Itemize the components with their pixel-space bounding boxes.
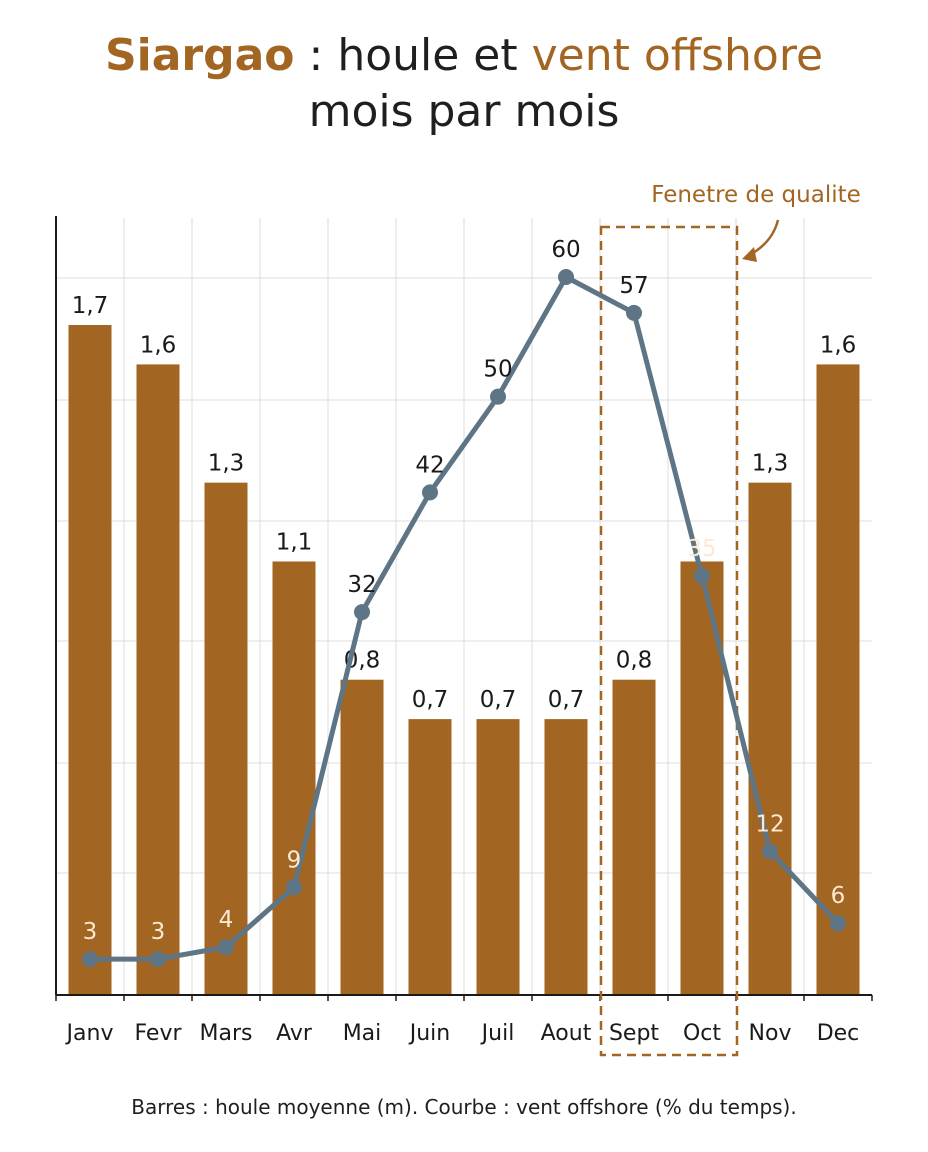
line-point-janv	[82, 951, 98, 968]
line-label-sept: 57	[619, 273, 648, 299]
line-label-mars: 4	[219, 907, 234, 933]
bar-label-nov: 1,3	[752, 451, 789, 477]
chart-title: Siargao : houle et vent offshore mois pa…	[0, 28, 928, 140]
line-label-juil: 50	[483, 357, 512, 383]
title-line-2: mois par mois	[308, 86, 620, 137]
line-point-oct	[694, 568, 710, 585]
bar-mars	[204, 482, 248, 995]
chart-caption: Barres : houle moyenne (m). Courbe : ven…	[131, 1095, 797, 1119]
x-tick-label-avr: Avr	[276, 1021, 313, 1046]
bar-label-janv: 1,7	[72, 293, 109, 319]
line-label-juin: 42	[415, 452, 444, 478]
line-point-avr	[286, 879, 302, 896]
x-tick-label-janv: Janv	[65, 1021, 114, 1046]
bar-juin	[408, 719, 452, 995]
x-tick-label-mars: Mars	[200, 1021, 253, 1046]
bar-sept	[612, 679, 656, 995]
title-middle: : houle et	[294, 30, 532, 81]
bar-label-mars: 1,3	[208, 451, 245, 477]
bar-nov	[748, 482, 792, 995]
x-tick-label-aout: Aout	[541, 1021, 592, 1046]
line-point-fevr	[150, 951, 166, 968]
quality-window-arrowhead	[742, 247, 757, 262]
bar-label-dec: 1,6	[820, 332, 857, 358]
x-tick-label-oct: Oct	[683, 1021, 721, 1046]
line-offshore-wind	[90, 274, 840, 962]
line-point-juin	[422, 484, 438, 501]
x-tick-label-nov: Nov	[749, 1021, 792, 1046]
bar-avr	[272, 561, 316, 995]
bar-oct	[680, 561, 724, 995]
line-label-avr: 9	[287, 847, 302, 873]
quality-window-frame	[599, 225, 739, 1057]
line-point-aout	[558, 269, 574, 285]
bar-mai	[340, 679, 384, 995]
x-tick-label-fevr: Fevr	[134, 1021, 182, 1046]
bar-label-fevr: 1,6	[140, 332, 177, 358]
bar-label-aout: 0,7	[548, 687, 585, 713]
bar-janv	[68, 325, 112, 995]
line-point-mai	[354, 604, 370, 621]
title-line-1: Siargao : houle et vent offshore	[0, 28, 928, 84]
line-label-fevr: 3	[151, 919, 166, 945]
bar-fevr	[136, 364, 180, 996]
line-label-oct: 35	[687, 536, 716, 562]
line-label-mai: 32	[347, 572, 376, 598]
x-tick-label-juil: Juil	[480, 1021, 515, 1046]
title-accent: vent offshore	[531, 30, 824, 81]
x-tick-label-juin: Juin	[408, 1021, 451, 1046]
bar-aout	[544, 719, 588, 995]
line-point-nov	[762, 843, 778, 860]
bar-juil	[476, 719, 520, 995]
line-point-mars	[218, 939, 234, 956]
x-tick-label-dec: Dec	[817, 1021, 860, 1046]
line-label-dec: 6	[831, 883, 846, 909]
x-tick-label-sept: Sept	[609, 1021, 659, 1046]
quality-window-label: Fenetre de qualite	[651, 182, 861, 208]
line-label-nov: 12	[755, 811, 784, 837]
line-label-aout: 60	[551, 237, 580, 263]
line-point-dec	[830, 915, 846, 932]
bar-label-juin: 0,7	[412, 687, 449, 713]
bar-label-sept: 0,8	[616, 648, 653, 674]
bar-label-avr: 1,1	[276, 529, 313, 555]
bar-dec	[816, 364, 860, 996]
line-point-sept	[626, 304, 642, 321]
x-tick-label-mai: Mai	[343, 1021, 382, 1046]
line-label-janv: 3	[83, 919, 98, 945]
line-point-juil	[490, 388, 506, 405]
title-place: Siargao	[104, 30, 295, 81]
bar-label-juil: 0,7	[480, 687, 517, 713]
